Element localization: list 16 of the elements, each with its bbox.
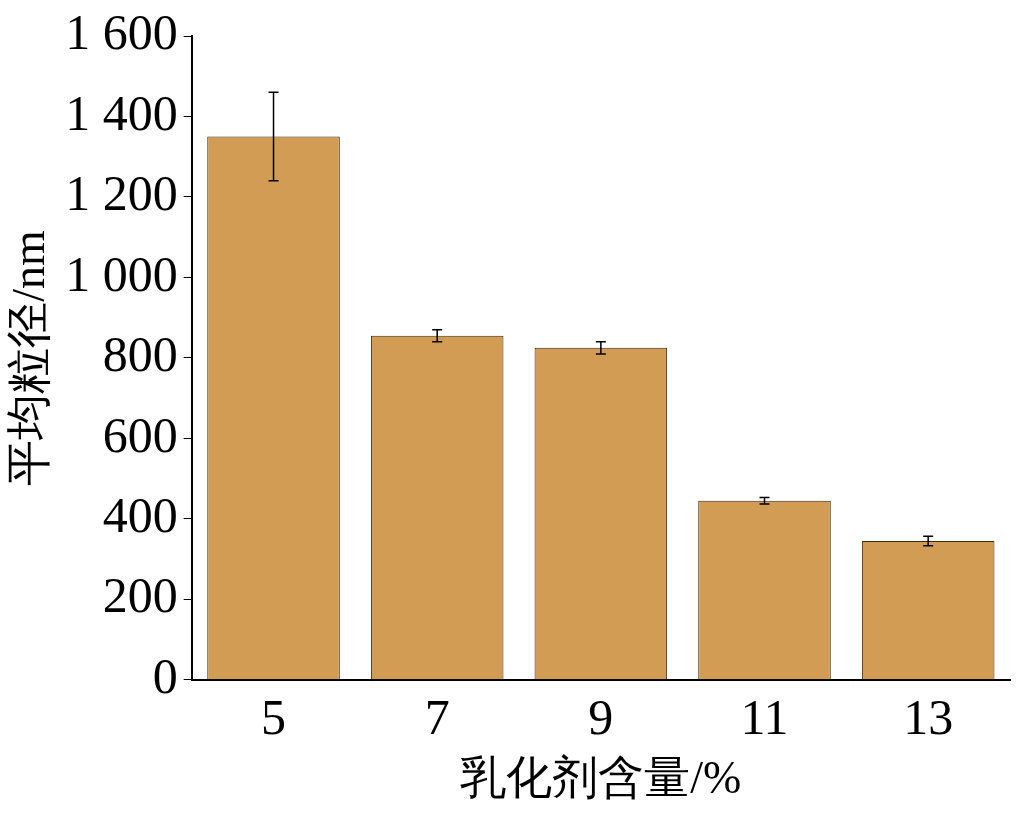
y-tick-label: 200	[102, 567, 178, 624]
y-tick-label: 0	[152, 647, 178, 704]
x-tick-label: 11	[740, 688, 789, 745]
y-tick-label: 1 400	[65, 84, 178, 141]
x-tick-label: 5	[261, 688, 287, 745]
x-axis-title: 乳化剂含量/%	[460, 752, 742, 804]
x-tick-label: 13	[903, 688, 954, 745]
y-tick-label: 400	[102, 486, 178, 543]
y-tick-label: 1 200	[65, 165, 178, 222]
y-tick-label: 1 600	[65, 4, 178, 61]
x-tick-label: 7	[424, 688, 450, 745]
y-axis-title: 平均粒径/nm	[2, 229, 54, 486]
x-tick-label: 9	[588, 688, 614, 745]
y-tick-label: 600	[102, 406, 178, 463]
y-tick-label: 800	[102, 326, 178, 383]
y-tick-label: 1 000	[65, 245, 178, 302]
